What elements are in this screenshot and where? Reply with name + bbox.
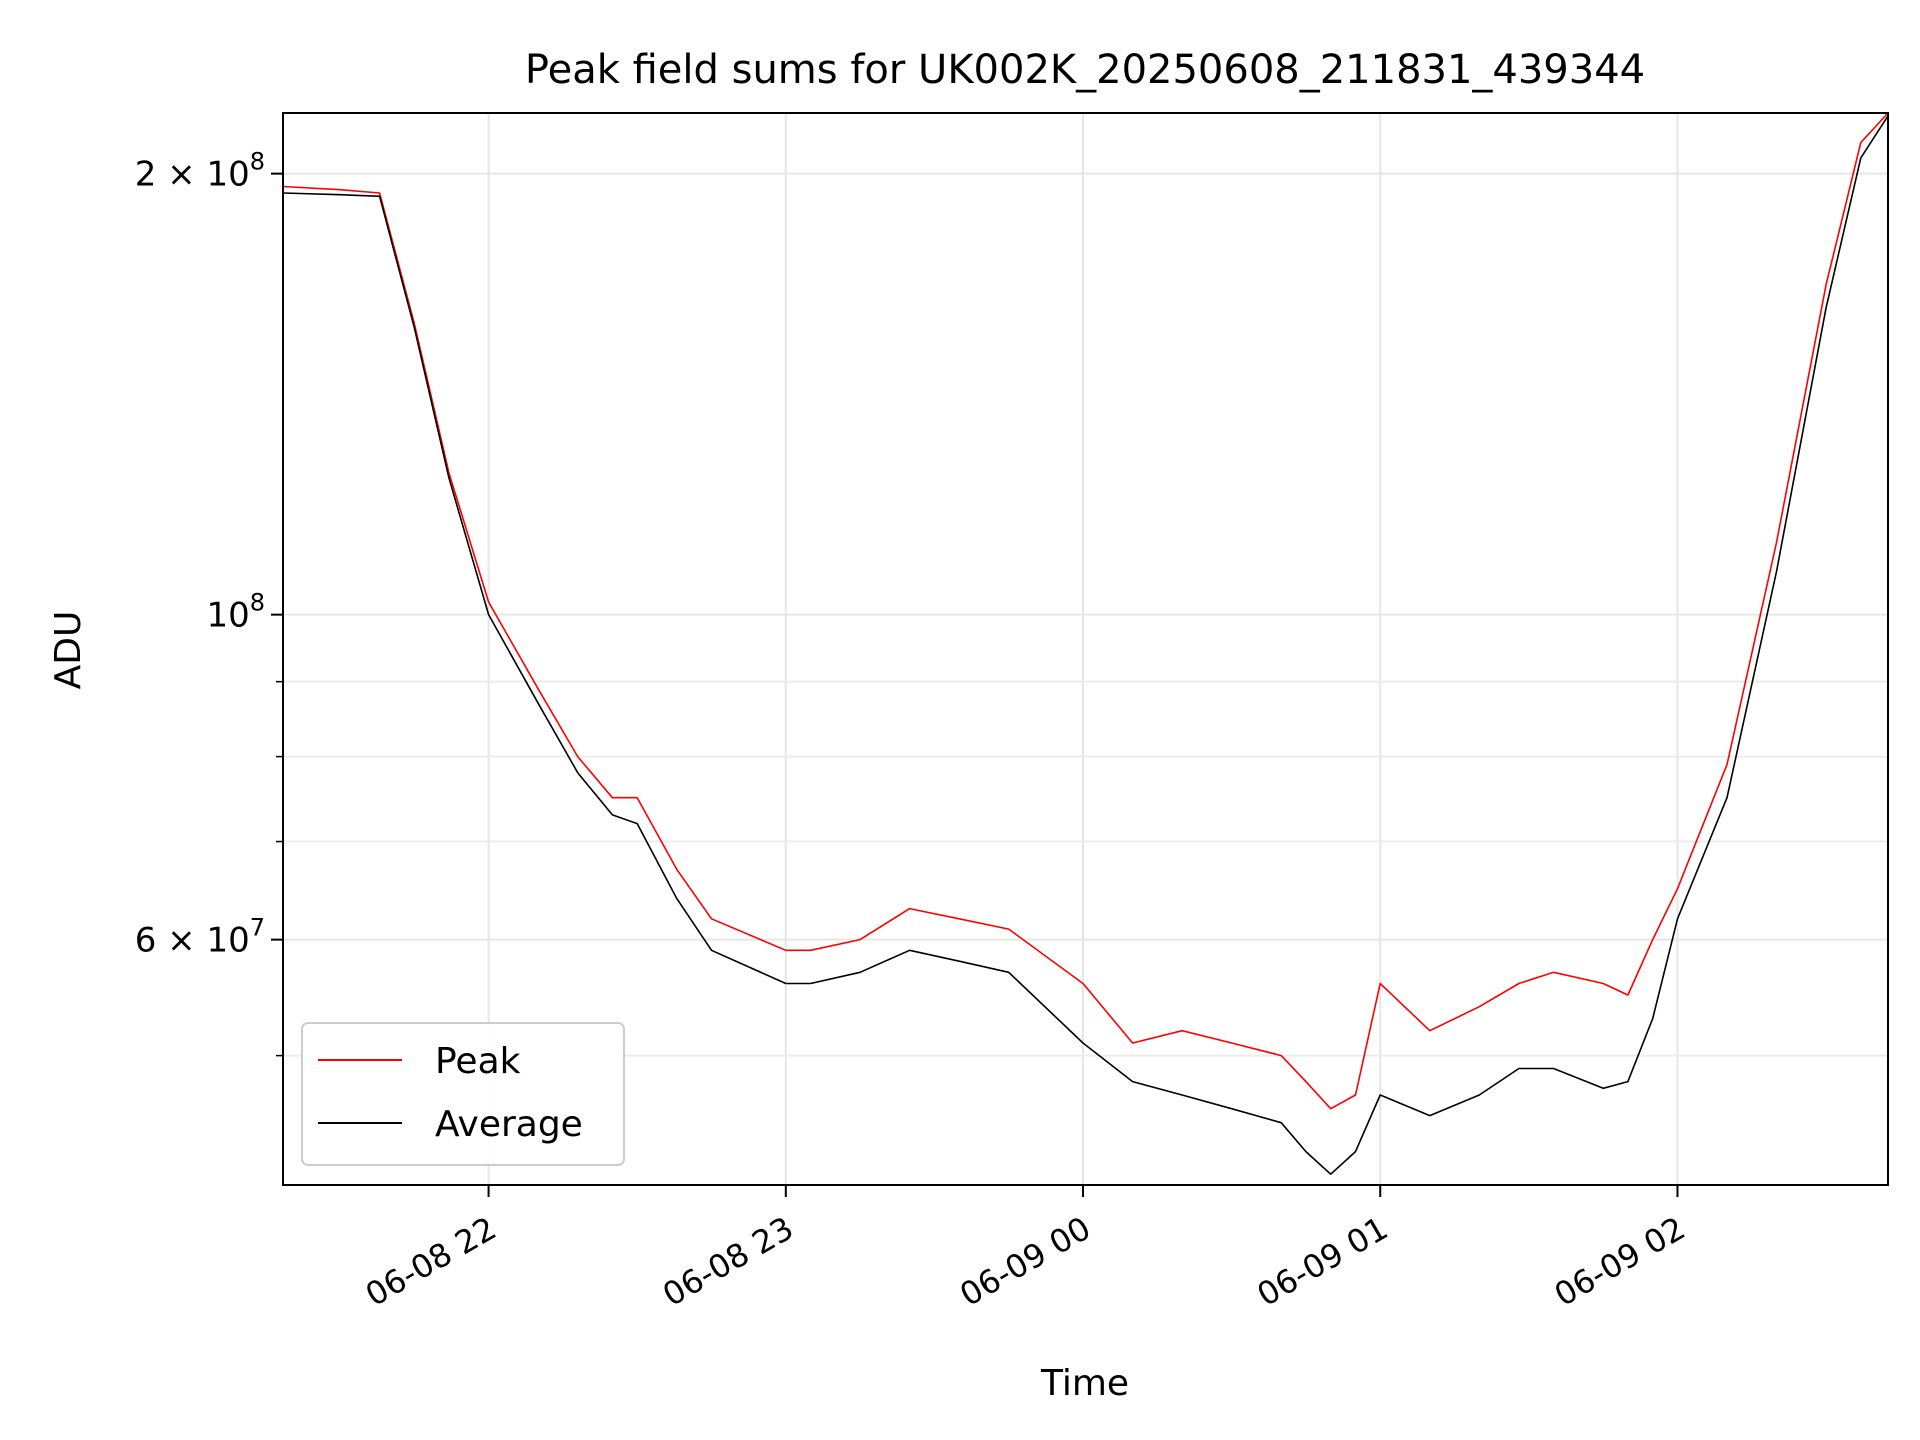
legend: Peak Average [301,1022,625,1166]
y-tick-label: 2 × 108 [135,148,265,195]
series-lines [282,112,1889,1175]
series-line-average [282,115,1889,1175]
y-axis: 2 × 108 108 6 × 107 [135,148,283,1057]
legend-label-peak: Peak [435,1041,521,1082]
plot-frame [282,112,1889,1186]
y-tick-label: 6 × 107 [135,914,265,961]
y-tick-label: 108 [206,589,265,636]
series-line-peak [282,112,1889,1110]
legend-label-average: Average [435,1104,583,1145]
x-axis-label: Time [1040,1363,1129,1404]
chart-title: Peak field sums for UK002K_20250608_2118… [525,47,1645,93]
grid [283,113,1888,1185]
y-axis-label: ADU [48,611,89,690]
legend-box [301,1022,625,1166]
